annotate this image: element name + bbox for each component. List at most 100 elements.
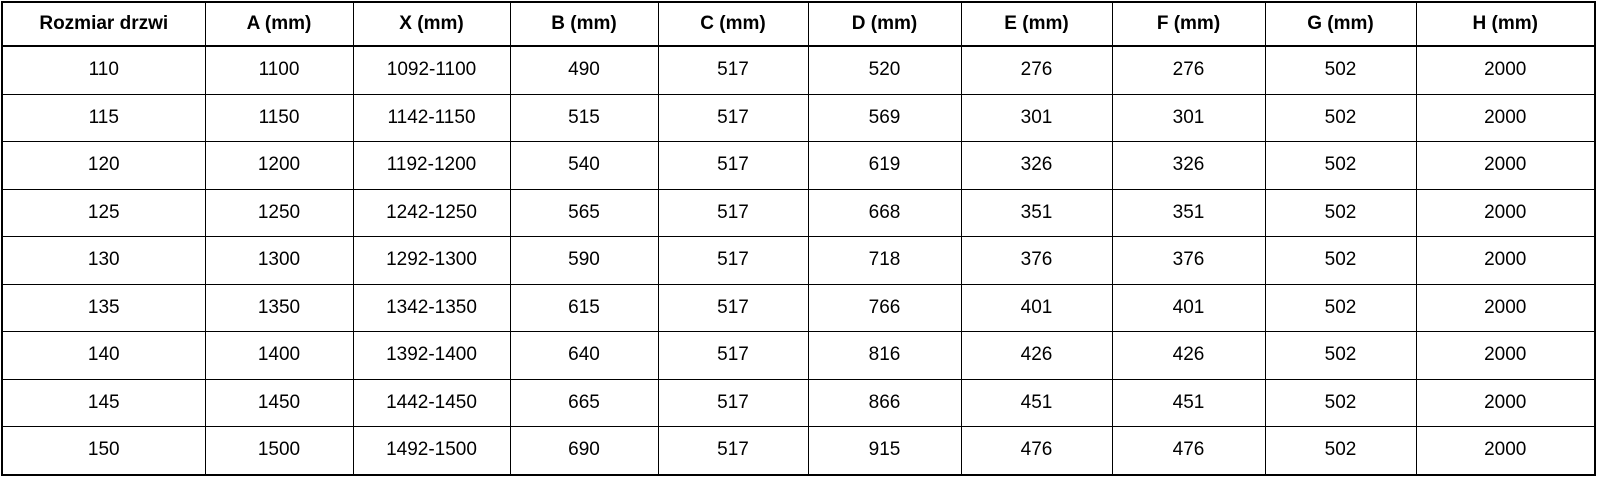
table-cell: 115	[1, 93, 206, 142]
table-cell: 502	[1264, 188, 1417, 237]
table-cell: 2000	[1415, 93, 1596, 142]
table-cell: 866	[807, 378, 962, 427]
table-header: Rozmiar drzwi A (mm) X (mm) B (mm) C (mm…	[1, 1, 1596, 47]
table-cell: 2000	[1415, 426, 1596, 475]
table-cell: 619	[807, 141, 962, 190]
table-cell: 1142-1150	[352, 93, 511, 142]
table-cell: 2000	[1415, 283, 1596, 332]
table-cell: 517	[657, 188, 809, 237]
header-cell-h-mm: H (mm)	[1415, 1, 1596, 47]
table-cell: 517	[657, 141, 809, 190]
table-cell: 517	[657, 283, 809, 332]
table-cell: 1342-1350	[352, 283, 511, 332]
header-cell-d-mm: D (mm)	[807, 1, 962, 47]
table-cell: 502	[1264, 426, 1417, 475]
table-cell: 1100	[204, 45, 354, 95]
table-cell: 1300	[204, 236, 354, 285]
table-cell: 145	[1, 378, 206, 427]
table-row: 135 1350 1342-1350 615 517 766 401 401 502 2000	[1, 283, 1596, 332]
table-cell: 426	[960, 331, 1113, 380]
table-cell: 1292-1300	[352, 236, 511, 285]
header-cell-c-mm: C (mm)	[657, 1, 809, 47]
table-cell: 2000	[1415, 188, 1596, 237]
table-cell: 490	[509, 45, 659, 95]
table-cell: 766	[807, 283, 962, 332]
table-cell: 376	[960, 236, 1113, 285]
table-cell: 1092-1100	[352, 45, 511, 95]
table-cell: 110	[1, 45, 206, 95]
table-cell: 2000	[1415, 331, 1596, 380]
table-cell: 665	[509, 378, 659, 427]
table-cell: 326	[960, 141, 1113, 190]
table-cell: 120	[1, 141, 206, 190]
table-cell: 515	[509, 93, 659, 142]
table-cell: 517	[657, 45, 809, 95]
table-row: 130 1300 1292-1300 590 517 718 376 376 502 2000	[1, 236, 1596, 285]
header-cell-f-mm: F (mm)	[1111, 1, 1266, 47]
table-cell: 590	[509, 236, 659, 285]
header-cell-e-mm: E (mm)	[960, 1, 1113, 47]
table-cell: 276	[960, 45, 1113, 95]
table-cell: 150	[1, 426, 206, 475]
header-row: Rozmiar drzwi A (mm) X (mm) B (mm) C (mm…	[1, 1, 1596, 47]
table-cell: 565	[509, 188, 659, 237]
table-cell: 668	[807, 188, 962, 237]
table-cell: 816	[807, 331, 962, 380]
table-cell: 1200	[204, 141, 354, 190]
table-cell: 135	[1, 283, 206, 332]
table-cell: 640	[509, 331, 659, 380]
table-cell: 1500	[204, 426, 354, 475]
table-cell: 502	[1264, 141, 1417, 190]
table-cell: 1192-1200	[352, 141, 511, 190]
table-cell: 125	[1, 188, 206, 237]
table-cell: 615	[509, 283, 659, 332]
table-row: 145 1450 1442-1450 665 517 866 451 451 502 2000	[1, 378, 1596, 427]
table-cell: 520	[807, 45, 962, 95]
table-cell: 426	[1111, 331, 1266, 380]
table-cell: 718	[807, 236, 962, 285]
table-cell: 2000	[1415, 141, 1596, 190]
table-row: 125 1250 1242-1250 565 517 668 351 351 502 2000	[1, 188, 1596, 237]
table-cell: 502	[1264, 236, 1417, 285]
table-cell: 517	[657, 236, 809, 285]
table-cell: 502	[1264, 331, 1417, 380]
table-cell: 1442-1450	[352, 378, 511, 427]
table-cell: 140	[1, 331, 206, 380]
table-cell: 301	[1111, 93, 1266, 142]
table-cell: 351	[960, 188, 1113, 237]
table-cell: 351	[1111, 188, 1266, 237]
table-cell: 1242-1250	[352, 188, 511, 237]
table-cell: 1150	[204, 93, 354, 142]
header-cell-rozmiar-drzwi: Rozmiar drzwi	[1, 1, 206, 47]
table-cell: 476	[960, 426, 1113, 475]
table-row: 140 1400 1392-1400 640 517 816 426 426 502 2000	[1, 331, 1596, 380]
table-cell: 301	[960, 93, 1113, 142]
table-cell: 451	[1111, 378, 1266, 427]
table-cell: 401	[1111, 283, 1266, 332]
door-dimensions-table: Rozmiar drzwi A (mm) X (mm) B (mm) C (mm…	[1, 1, 1596, 476]
table-row: 150 1500 1492-1500 690 517 915 476 476 502 2000	[1, 426, 1596, 475]
table-cell: 1450	[204, 378, 354, 427]
table-cell: 130	[1, 236, 206, 285]
table-row: 110 1100 1092-1100 490 517 520 276 276 502 2000	[1, 45, 1596, 95]
table-cell: 502	[1264, 93, 1417, 142]
table-cell: 517	[657, 93, 809, 142]
table-cell: 2000	[1415, 45, 1596, 95]
table-cell: 517	[657, 378, 809, 427]
table-cell: 2000	[1415, 236, 1596, 285]
header-cell-a-mm: A (mm)	[204, 1, 354, 47]
header-cell-g-mm: G (mm)	[1264, 1, 1417, 47]
table-cell: 401	[960, 283, 1113, 332]
table-cell: 502	[1264, 45, 1417, 95]
table-cell: 276	[1111, 45, 1266, 95]
table-body: 110 1100 1092-1100 490 517 520 276 276 502 2000 11…	[1, 45, 1596, 475]
table-cell: 569	[807, 93, 962, 142]
table-cell: 326	[1111, 141, 1266, 190]
table-row: 115 1150 1142-1150 515 517 569 301 301 502 2000	[1, 93, 1596, 142]
table-cell: 540	[509, 141, 659, 190]
table-cell: 1492-1500	[352, 426, 511, 475]
table-cell: 915	[807, 426, 962, 475]
table-cell: 517	[657, 331, 809, 380]
table-cell: 476	[1111, 426, 1266, 475]
